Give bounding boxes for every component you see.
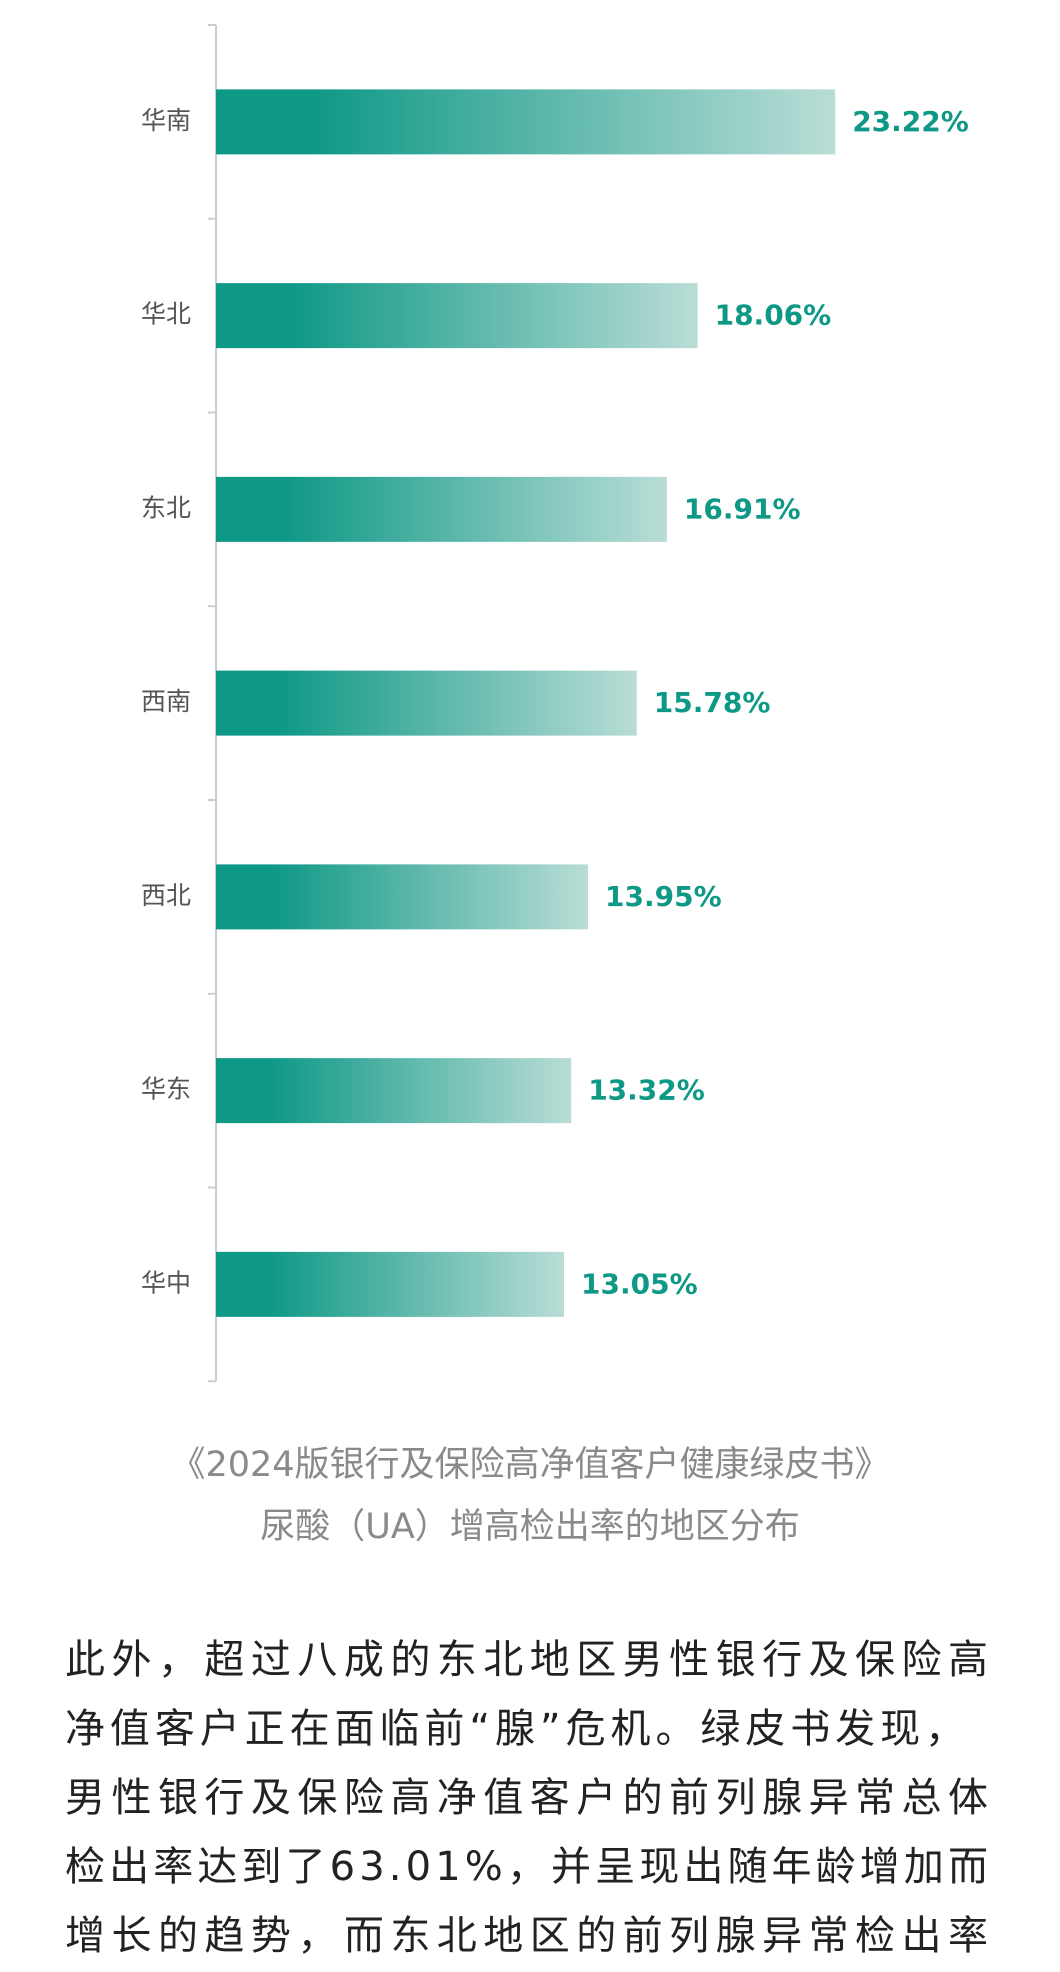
category-label: 华中: [141, 1268, 191, 1297]
bar: [216, 670, 637, 736]
bar: [216, 283, 698, 349]
bar: [216, 1058, 572, 1124]
value-label: 16.91%: [684, 492, 801, 525]
value-label: 13.32%: [588, 1074, 705, 1107]
value-label: 13.95%: [605, 880, 722, 913]
category-label: 华东: [141, 1075, 191, 1104]
bar: [216, 476, 667, 542]
category-label: 西北: [141, 881, 191, 910]
category-label: 西南: [141, 687, 191, 716]
category-label: 华北: [141, 300, 191, 329]
category-label: 东北: [141, 493, 191, 522]
paragraph-line: 检出率达到了63.01%，并呈现出随年龄增加而: [65, 1844, 988, 1890]
category-label: 华南: [141, 106, 191, 135]
paragraph-line: 增长的趋势，而东北地区的前列腺异常检出率: [65, 1913, 988, 1959]
paragraph-line: 此外，超过八成的东北地区男性银行及保险高: [65, 1637, 988, 1683]
caption-line: 《2024版银行及保险高净值客户健康绿皮书》: [170, 1445, 889, 1485]
value-label: 15.78%: [654, 686, 771, 719]
paragraph-line: 净值客户正在面临前“腺”危机。绿皮书发现，: [65, 1706, 965, 1752]
value-label: 23.22%: [852, 105, 969, 138]
value-label: 18.06%: [715, 299, 832, 332]
paragraph-line: 男性银行及保险高净值客户的前列腺异常总体: [65, 1775, 988, 1821]
bar: [216, 1251, 564, 1317]
value-label: 13.05%: [581, 1267, 698, 1300]
bar: [216, 864, 588, 930]
bar: [216, 89, 836, 155]
caption-line: 尿酸（UA）增高检出率的地区分布: [260, 1507, 800, 1547]
